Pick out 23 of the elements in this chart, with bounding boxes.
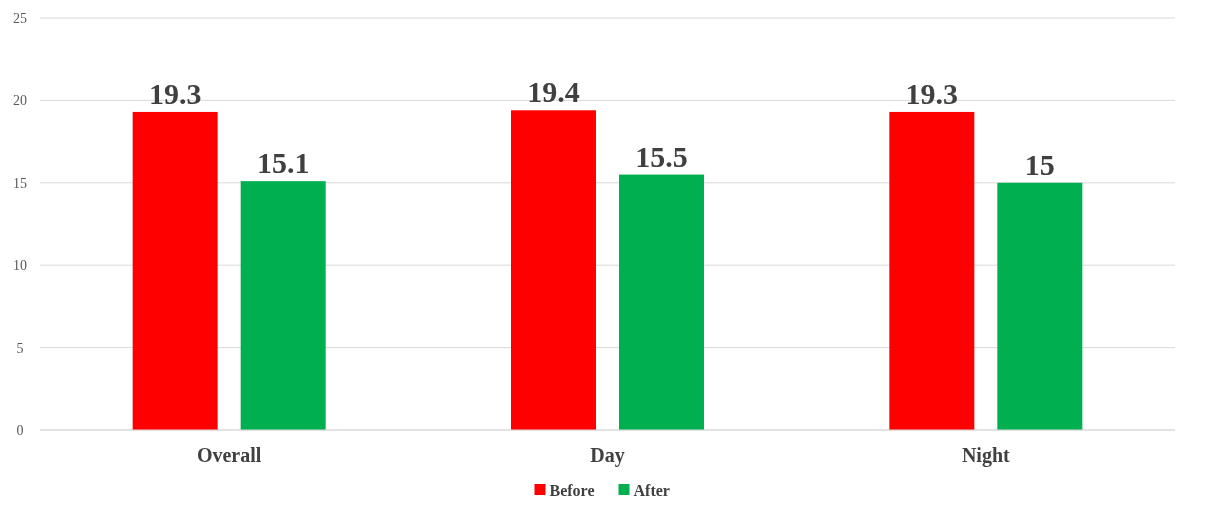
bar [997,182,1083,430]
y-tick-label: 10 [13,258,27,274]
bar [889,111,975,430]
y-tick-label: 25 [13,10,27,26]
data-label: 19.3 [905,76,959,110]
bar [511,110,596,430]
x-tick-label: Day [590,444,625,467]
data-label: 19.4 [527,75,580,109]
y-tick-label: 0 [16,422,24,438]
legend-label: After [633,481,670,499]
x-tick-label: Night [961,444,1011,467]
y-tick-label: 15 [13,175,27,191]
legend-label: Before [549,481,595,499]
bar [132,111,218,430]
bar [619,174,704,430]
data-label: 15.5 [635,139,688,173]
y-tick-label: 20 [13,93,27,109]
data-label: 15 [1024,147,1055,181]
x-tick-label: Overall [196,444,262,466]
data-label: 19.3 [148,76,202,110]
y-tick-label: 5 [16,340,24,356]
bar [240,181,326,430]
data-label: 15.1 [256,146,310,180]
